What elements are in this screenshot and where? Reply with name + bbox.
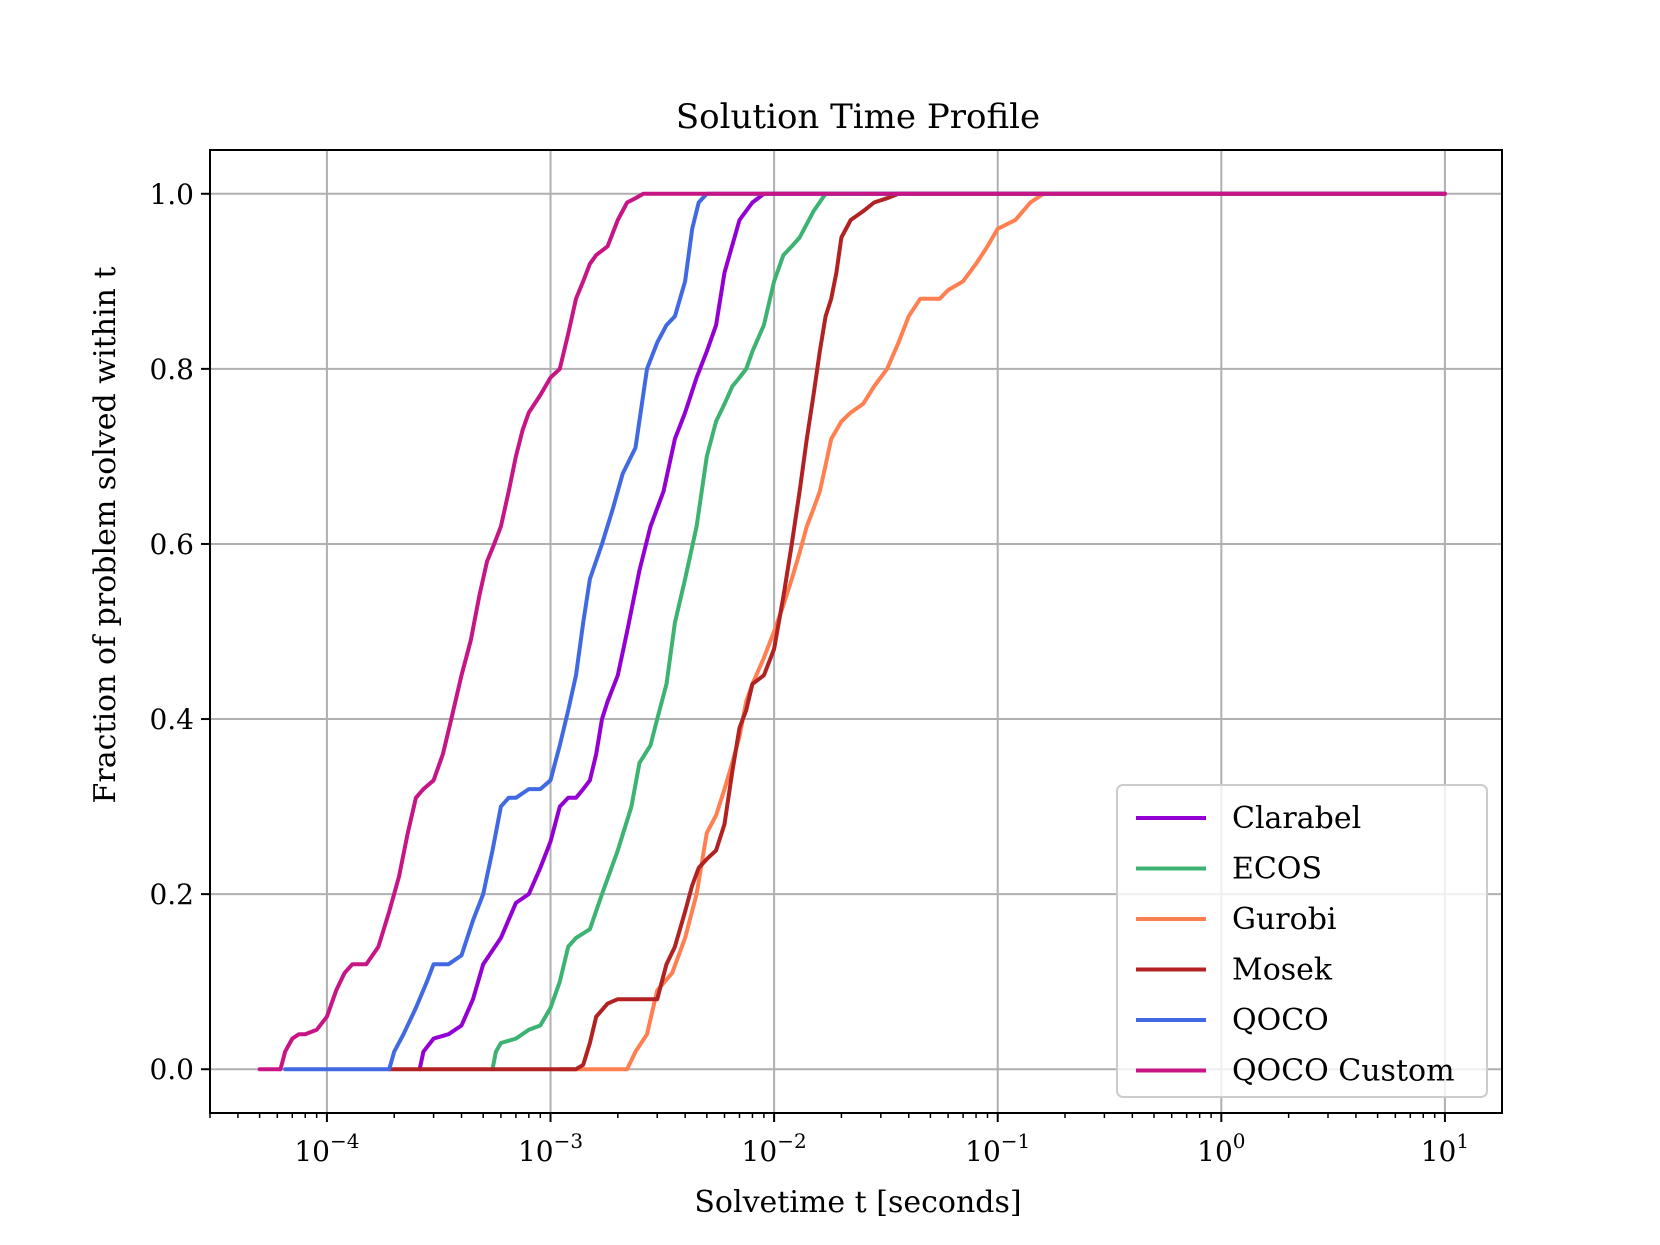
- x-axis-minor-ticks: [209, 1113, 1436, 1118]
- legend-label: Gurobi: [1232, 902, 1337, 937]
- series-line-clarabel: [417, 191, 1447, 1072]
- legend-box: [1116, 784, 1488, 1098]
- legend: Clarabel ECOS Gurobi Mosek QOCO QOCO Custom: [1116, 784, 1488, 1098]
- series-line-ecos: [490, 191, 1447, 1072]
- x-tick-label: 101: [1421, 1129, 1469, 1168]
- x-tick-label: 10−3: [518, 1129, 583, 1168]
- y-axis-ticks: 0.0 0.2 0.4 0.6 0.8 1.0: [149, 178, 210, 1086]
- legend-label: Clarabel: [1232, 801, 1361, 836]
- legend-label: Mosek: [1232, 953, 1333, 988]
- series-line-mosek: [387, 191, 1447, 1072]
- series-line-qoco-custom: [257, 191, 1447, 1072]
- x-axis-label: Solvetime t [seconds]: [694, 1185, 1021, 1220]
- chart-title: Solution Time Profile: [676, 97, 1040, 137]
- x-axis-ticks: 10−4 10−3 10−2 10−1 100 101: [294, 1113, 1469, 1168]
- y-axis-label: Fraction of problem solved within t: [88, 267, 123, 804]
- y-tick-label: 0.0: [149, 1053, 194, 1086]
- y-tick-label: 0.8: [149, 353, 194, 386]
- x-tick-label: 10−1: [965, 1129, 1030, 1168]
- y-tick-label: 0.4: [149, 703, 194, 736]
- series-layer: [257, 191, 1447, 1072]
- legend-label: QOCO: [1232, 1003, 1329, 1038]
- series-line-qoco: [283, 191, 1447, 1072]
- plot-frame: [209, 149, 1503, 1114]
- x-tick-label: 10−4: [294, 1129, 359, 1168]
- series-line-gurobi: [557, 191, 1447, 1072]
- x-tick-label: 100: [1197, 1129, 1245, 1168]
- legend-items: Clarabel ECOS Gurobi Mosek QOCO QOCO Custom: [1136, 801, 1455, 1089]
- x-tick-label: 10−2: [742, 1129, 807, 1168]
- legend-label: ECOS: [1232, 852, 1322, 887]
- y-tick-label: 0.2: [149, 878, 194, 911]
- y-tick-label: 1.0: [149, 178, 194, 211]
- legend-label: QOCO Custom: [1232, 1054, 1455, 1089]
- y-tick-label: 0.6: [149, 528, 194, 561]
